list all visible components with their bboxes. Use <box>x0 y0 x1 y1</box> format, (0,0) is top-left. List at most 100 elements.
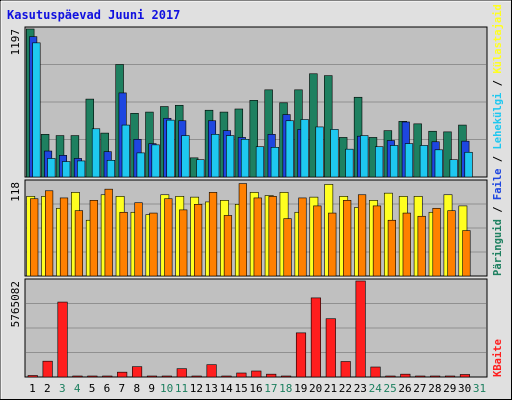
bar-visits-leheklgi-day-19 <box>300 119 309 178</box>
x-tick-label-day-9: 9 <box>148 382 155 395</box>
bar-bytes-kbaite-day-8 <box>132 366 143 378</box>
bar-hosts-arvuteid-day-29 <box>447 210 456 277</box>
bar-visits-leheklgi-day-7 <box>121 124 130 178</box>
x-tick-label-day-22: 22 <box>339 382 352 395</box>
bar-bytes-kbaite-day-7 <box>117 371 128 378</box>
bar-hosts-arvuteid-day-1 <box>30 198 39 277</box>
x-tick-label-day-24: 24 <box>369 382 383 395</box>
bar-visits-leheklgi-day-9 <box>151 144 160 178</box>
bar-bytes-kbaite-day-17 <box>266 373 277 378</box>
x-tick-label-day-15: 15 <box>234 382 247 395</box>
bar-bytes-kbaite-day-28 <box>430 375 441 378</box>
bar-hosts-arvuteid-day-26 <box>402 212 411 277</box>
bar-visits-leheklgi-day-12 <box>196 159 205 178</box>
bar-hosts-arvuteid-day-30 <box>462 230 471 277</box>
bar-visits-leheklgi-day-15 <box>240 138 250 178</box>
bar-visits-leheklgi-day-21 <box>330 129 339 178</box>
x-tick-label-day-2: 2 <box>44 382 51 395</box>
bar-hosts-arvuteid-day-10 <box>164 198 173 277</box>
bar-visits-leheklgi-day-4 <box>77 160 86 178</box>
bar-visits-pringuid-day-16 <box>249 100 258 178</box>
bar-hosts-arvuteid-day-17 <box>268 196 277 277</box>
bar-bytes-kbaite-day-22 <box>340 361 351 378</box>
legend-item-3: / <box>492 150 504 169</box>
bar-visits-pringuid-day-29 <box>443 131 452 178</box>
x-tick-label-day-30: 30 <box>458 382 471 395</box>
x-tick-label-day-13: 13 <box>205 382 218 395</box>
bar-bytes-kbaite-day-24 <box>370 366 381 378</box>
bar-hosts-arvuteid-day-12 <box>194 204 203 277</box>
x-tick-label-day-11: 11 <box>175 382 188 395</box>
bar-visits-leheklgi-day-25 <box>389 145 399 178</box>
bar-hosts-arvuteid-day-22 <box>343 200 352 277</box>
bar-bytes-kbaite-day-20 <box>310 297 321 378</box>
x-tick-label-day-20: 20 <box>309 382 322 395</box>
bar-bytes-kbaite-day-21 <box>325 318 336 378</box>
x-tick-label-day-4: 4 <box>74 382 81 395</box>
bar-bytes-kbaite-day-4 <box>72 375 83 378</box>
x-tick-label-day-6: 6 <box>104 382 111 395</box>
bar-hosts-arvuteid-day-23 <box>357 194 367 277</box>
x-tick-label-day-21: 21 <box>324 382 337 395</box>
x-tick-label-day-18: 18 <box>279 382 292 395</box>
bar-hosts-arvuteid-day-9 <box>149 212 158 277</box>
bar-bytes-kbaite-day-26 <box>400 373 411 378</box>
bar-visits-leheklgi-day-27 <box>419 145 428 178</box>
bar-visits-leheklgi-day-8 <box>136 152 145 178</box>
bar-bytes-kbaite-day-5 <box>87 375 98 378</box>
x-tick-label-day-5: 5 <box>89 382 96 395</box>
series-legend: Päringuid / Faile / Lehekülgi / Külastaj… <box>492 0 504 276</box>
bar-hosts-arvuteid-day-8 <box>134 202 143 277</box>
bar-visits-leheklgi-day-23 <box>360 135 369 178</box>
x-tick-label-day-3: 3 <box>59 382 66 395</box>
bar-bytes-kbaite-day-11 <box>176 368 187 378</box>
bar-hosts-arvuteid-day-28 <box>432 207 441 277</box>
bar-bytes-kbaite-day-14 <box>221 375 232 378</box>
bar-hosts-arvuteid-day-4 <box>74 210 84 277</box>
bar-hosts-arvuteid-day-21 <box>328 212 337 277</box>
x-tick-label-day-8: 8 <box>133 382 140 395</box>
x-tick-label-day-23: 23 <box>354 382 367 395</box>
x-tick-label-day-31: 31 <box>473 382 486 395</box>
bar-visits-leheklgi-day-30 <box>464 151 473 178</box>
bar-visits-leheklgi-day-29 <box>449 159 458 178</box>
bar-visits-leheklgi-day-2 <box>47 158 56 178</box>
panel-max-label-visits: 1197 <box>9 29 22 56</box>
legend-item-6: Külastajaid <box>492 4 504 74</box>
bar-hosts-arvuteid-day-13 <box>208 192 218 277</box>
legend-item-7: / <box>492 0 504 4</box>
x-tick-label-day-7: 7 <box>119 382 126 395</box>
panel-max-label-bytes: 5765082 <box>9 281 22 327</box>
bar-visits-pringuid-day-21 <box>324 75 333 178</box>
bar-visits-leheklgi-day-13 <box>211 134 220 178</box>
bar-bytes-kbaite-day-2 <box>42 360 53 378</box>
bar-bytes-kbaite-day-19 <box>295 332 307 378</box>
x-tick-label-day-10: 10 <box>160 382 173 395</box>
bar-visits-leheklgi-day-1 <box>32 42 41 178</box>
x-tick-label-day-12: 12 <box>190 382 203 395</box>
x-tick-label-day-28: 28 <box>428 382 441 395</box>
bar-bytes-kbaite-day-23 <box>355 280 366 378</box>
bar-visits-leheklgi-day-24 <box>375 146 384 178</box>
bar-visits-leheklgi-day-17 <box>270 147 279 178</box>
bar-visits-leheklgi-day-28 <box>434 149 443 178</box>
bar-hosts-arvuteid-day-25 <box>387 219 396 277</box>
bar-hosts-arvuteid-day-5 <box>89 200 98 277</box>
bar-hosts-arvuteid-day-16 <box>253 197 262 277</box>
legend-item-4: Lehekülgi <box>492 93 504 150</box>
bar-hosts-arvuteid-day-7 <box>119 211 128 277</box>
bar-bytes-kbaite-day-13 <box>206 364 217 378</box>
bar-hosts-arvuteid-day-2 <box>45 190 54 277</box>
bar-bytes-kbaite-day-6 <box>102 375 113 378</box>
bar-visits-leheklgi-day-16 <box>255 146 265 178</box>
bar-hosts-arvuteid-day-6 <box>104 188 113 277</box>
bar-visits-leheklgi-day-14 <box>226 135 235 178</box>
bar-visits-leheklgi-day-26 <box>404 143 414 178</box>
chart-title: Kasutuspäevad Juuni 2017 <box>7 8 180 22</box>
bar-hosts-arvuteid-day-3 <box>59 197 69 277</box>
x-tick-label-day-26: 26 <box>398 382 411 395</box>
bar-bytes-kbaite-day-1 <box>27 375 38 378</box>
bar-visits-leheklgi-day-6 <box>106 160 116 178</box>
